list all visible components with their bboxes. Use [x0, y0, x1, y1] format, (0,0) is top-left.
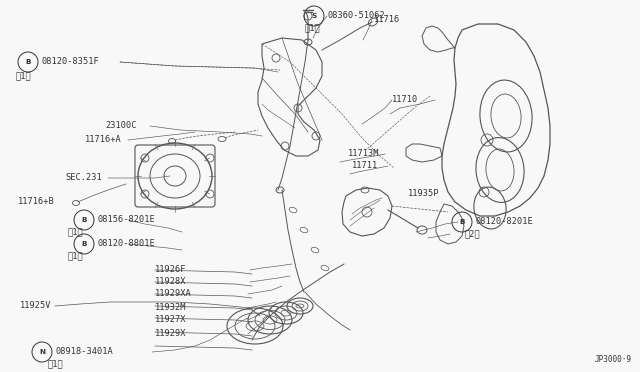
Text: （1）: （1）: [68, 251, 84, 260]
Text: 11711: 11711: [352, 161, 378, 170]
Text: B: B: [25, 59, 31, 65]
Text: （1）: （1）: [68, 228, 84, 237]
Text: 08156-8201E: 08156-8201E: [97, 215, 155, 224]
Text: B: B: [460, 219, 465, 225]
Text: JP3000·9: JP3000·9: [595, 355, 632, 364]
Text: 08918-3401A: 08918-3401A: [55, 347, 113, 356]
Text: 11935P: 11935P: [408, 189, 440, 199]
Text: 08120-8801E: 08120-8801E: [97, 240, 155, 248]
Text: 11928X: 11928X: [155, 278, 186, 286]
Text: 11932M: 11932M: [155, 304, 186, 312]
Text: N: N: [39, 349, 45, 355]
Text: 23100C: 23100C: [105, 122, 136, 131]
Text: SEC.231: SEC.231: [65, 173, 102, 183]
Text: 11713M: 11713M: [348, 150, 380, 158]
Text: （1）: （1）: [48, 359, 64, 369]
Text: 08360-51062: 08360-51062: [327, 12, 385, 20]
Text: 11929XA: 11929XA: [155, 289, 192, 298]
Text: S: S: [312, 13, 317, 19]
Text: 11716+A: 11716+A: [85, 135, 122, 144]
Text: 11929X: 11929X: [155, 330, 186, 339]
Text: 11716: 11716: [374, 16, 400, 25]
Text: 11926F: 11926F: [155, 266, 186, 275]
Text: 08120-8201E: 08120-8201E: [475, 218, 532, 227]
Text: （2）: （2）: [465, 230, 481, 238]
Text: B: B: [81, 217, 87, 223]
Text: 08120-8351F: 08120-8351F: [41, 58, 99, 67]
Text: 11927X: 11927X: [155, 315, 186, 324]
Text: （1）: （1）: [16, 71, 32, 80]
Text: B: B: [81, 241, 87, 247]
Text: （1）: （1）: [305, 23, 321, 32]
Text: 11716+B: 11716+B: [18, 198, 55, 206]
Text: 11925V: 11925V: [20, 301, 51, 311]
Text: 11710: 11710: [392, 96, 419, 105]
